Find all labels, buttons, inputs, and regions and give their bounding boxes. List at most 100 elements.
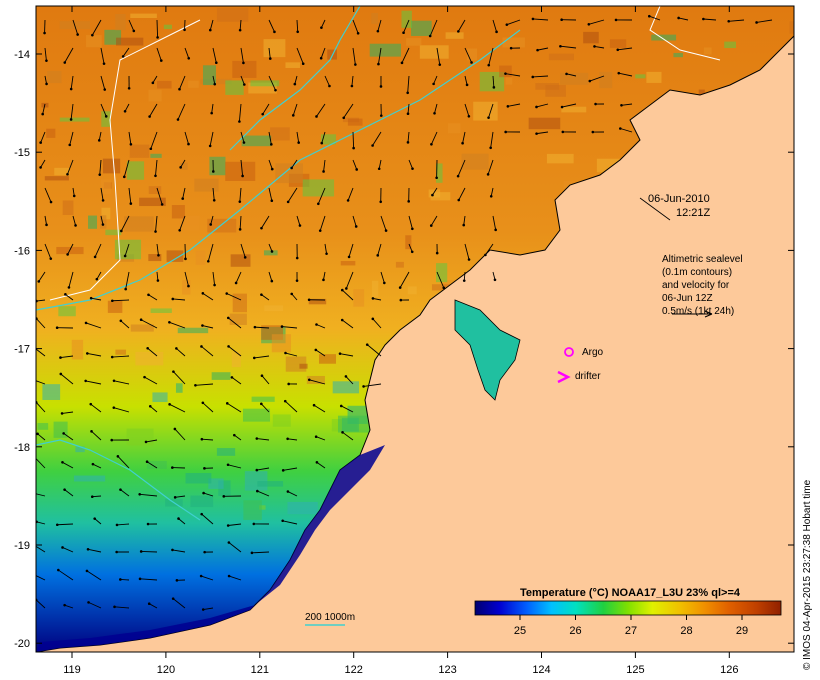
velocity-arrow-head <box>91 33 94 37</box>
velocity-arrow <box>112 299 130 302</box>
velocity-arrow-head <box>178 87 181 91</box>
velocity-arrow-head <box>45 59 48 62</box>
velocity-arrow-head <box>210 111 213 115</box>
sst-patch <box>88 215 98 229</box>
velocity-arrow <box>268 159 273 170</box>
velocity-arrow-head <box>256 489 259 493</box>
velocity-arrow-head <box>41 112 44 116</box>
velocity-arrow <box>294 75 298 85</box>
velocity-arrow <box>352 159 358 170</box>
velocity-arrow-head <box>462 223 466 227</box>
velocity-arrow-head <box>410 250 414 254</box>
velocity-arrow <box>94 518 102 525</box>
velocity-arrow-head <box>618 127 622 130</box>
velocity-arrow <box>321 131 326 144</box>
velocity-arrow <box>140 319 158 329</box>
velocity-arrow-head <box>86 352 89 355</box>
velocity-arrow-head <box>505 23 509 26</box>
velocity-arrow <box>345 376 354 385</box>
sst-patch <box>180 162 188 170</box>
velocity-arrow <box>256 467 270 471</box>
velocity-arrow-head <box>63 488 66 491</box>
sst-patch <box>371 280 379 298</box>
velocity-arrow-head <box>352 146 355 150</box>
velocity-arrow <box>70 103 74 120</box>
velocity-arrow <box>179 215 186 231</box>
velocity-arrow-head <box>647 14 651 18</box>
velocity-arrow-head <box>252 522 256 526</box>
velocity-arrow <box>62 461 74 469</box>
velocity-arrow <box>678 17 689 21</box>
velocity-arrow-head <box>61 460 64 464</box>
velocity-arrow <box>72 215 76 226</box>
velocity-arrow-head <box>438 63 442 66</box>
velocity-arrow-head <box>406 141 410 144</box>
sst-patch <box>259 505 266 510</box>
velocity-arrow-head <box>252 356 256 360</box>
velocity-arrow <box>91 19 102 36</box>
velocity-arrow <box>156 19 159 38</box>
velocity-arrow-head <box>243 256 247 259</box>
velocity-arrow <box>620 128 633 133</box>
sst-patch <box>411 20 432 36</box>
velocity-arrow <box>140 578 158 581</box>
velocity-arrow <box>169 403 186 413</box>
velocity-arrow <box>177 103 186 120</box>
sst-patch <box>445 32 464 39</box>
velocity-arrow-head <box>36 432 39 436</box>
velocity-arrow <box>120 579 130 581</box>
velocity-arrow-head <box>486 173 490 176</box>
velocity-arrow-head <box>620 103 623 107</box>
velocity-arrow-head <box>260 374 264 378</box>
sst-patch <box>583 31 599 44</box>
sst-patch <box>407 286 417 295</box>
velocity-arrow <box>116 523 130 526</box>
velocity-arrow <box>195 383 214 386</box>
velocity-arrow <box>207 243 214 262</box>
sst-patch <box>139 197 166 207</box>
velocity-arrow <box>458 187 466 201</box>
velocity-arrow-head <box>591 130 595 134</box>
velocity-arrow-head <box>587 22 591 26</box>
velocity-arrow-head <box>238 28 242 32</box>
velocity-arrow <box>200 575 214 581</box>
velocity-arrow <box>464 103 470 117</box>
sst-patch <box>163 24 172 30</box>
sst-patch <box>53 421 68 438</box>
velocity-arrow <box>228 346 242 357</box>
velocity-arrow <box>407 75 410 93</box>
velocity-arrow-head <box>203 467 206 470</box>
velocity-arrow-head <box>286 437 289 441</box>
sst-patch <box>148 186 162 195</box>
velocity-arrow-head <box>290 166 293 170</box>
velocity-arrow <box>67 243 74 255</box>
velocity-arrow <box>96 271 102 280</box>
velocity-arrow-head <box>465 83 469 87</box>
velocity-arrow-head <box>588 79 592 83</box>
colorbar-ticks: 25 26 27 28 29 <box>514 615 748 637</box>
velocity-arrow <box>617 47 633 51</box>
velocity-arrow <box>254 355 270 359</box>
sst-patch <box>419 45 449 59</box>
velocity-arrow <box>291 159 298 169</box>
velocity-arrow <box>315 349 326 357</box>
velocity-arrow-head <box>84 379 87 383</box>
y-tick-label: -14 <box>14 49 30 61</box>
velocity-arrow <box>239 187 242 202</box>
velocity-arrow <box>537 47 549 51</box>
velocity-arrow <box>352 215 357 227</box>
velocity-arrow <box>176 348 186 357</box>
velocity-arrow-head <box>242 61 245 65</box>
velocity-arrow <box>44 243 52 259</box>
sst-patch <box>216 7 249 22</box>
velocity-arrow <box>320 19 326 28</box>
velocity-arrow <box>380 271 385 284</box>
velocity-arrow-head <box>504 72 507 75</box>
velocity-arrow-head <box>238 228 242 231</box>
velocity-arrow <box>234 434 242 441</box>
velocity-arrow-head <box>154 230 157 233</box>
sealevel-contour <box>36 29 521 311</box>
sst-patch <box>251 396 275 402</box>
velocity-arrow <box>44 215 47 225</box>
velocity-arrow <box>348 243 354 258</box>
